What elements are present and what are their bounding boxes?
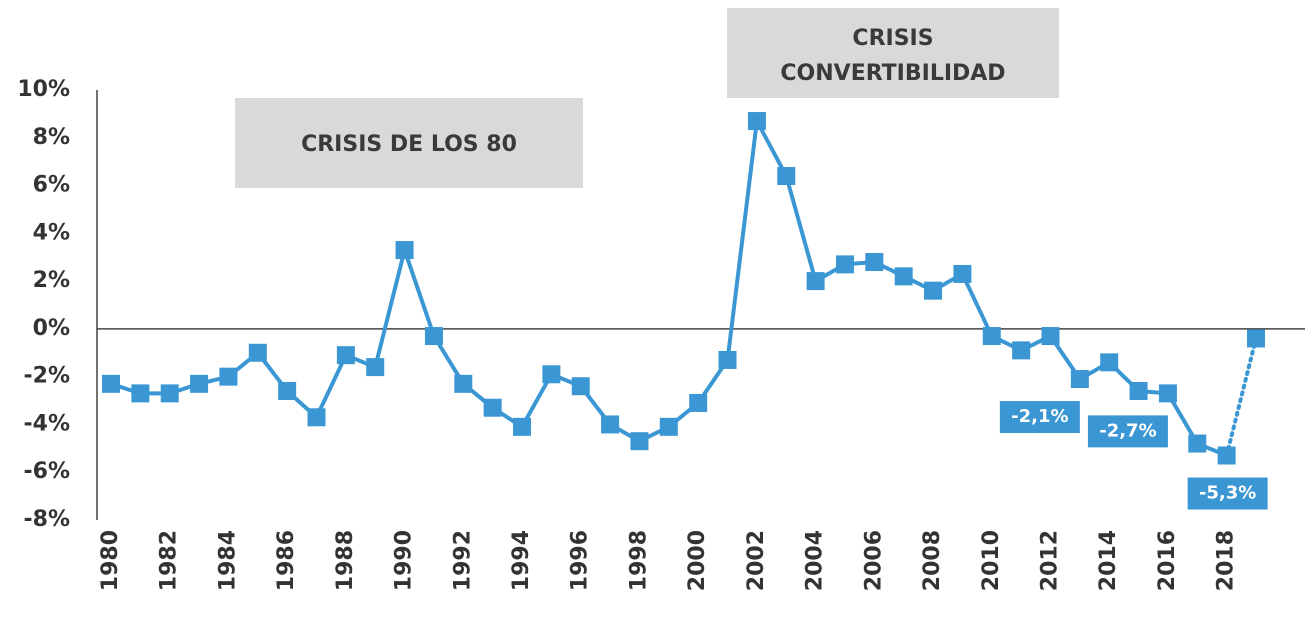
y-tick-label: 2% (33, 268, 70, 293)
x-tick-label: 2006 (861, 530, 886, 591)
y-tick-label: 8% (33, 125, 70, 150)
value-label-box (1087, 415, 1168, 448)
value-label: -2,7% (1099, 420, 1156, 441)
x-tick-label: 1998 (626, 530, 651, 591)
value-label: -2,1% (1011, 406, 1068, 427)
marker (982, 327, 1001, 346)
marker (278, 382, 297, 400)
marker (1070, 370, 1089, 389)
value-label-box (999, 401, 1080, 434)
annotation: CRISIS (852, 26, 933, 51)
y-tick-label: 10% (17, 77, 70, 102)
y-tick-label: 0% (33, 316, 70, 341)
marker (1012, 341, 1031, 360)
marker (1247, 329, 1265, 348)
y-tick-label: 4% (33, 220, 70, 245)
x-tick-label: 2016 (1155, 530, 1180, 591)
x-tick-label: 2000 (685, 530, 710, 591)
y-tick-label: -8% (24, 507, 70, 532)
x-tick-label: 1994 (509, 530, 534, 591)
marker (865, 253, 884, 271)
marker (806, 272, 825, 291)
marker (777, 167, 796, 185)
x-tick-label: 2014 (1096, 530, 1121, 591)
y-tick-label: 6% (33, 173, 70, 198)
marker (747, 112, 766, 131)
x-tick-label: 2010 (979, 530, 1004, 591)
marker (102, 374, 120, 393)
marker (395, 241, 414, 260)
marker (953, 264, 972, 283)
marker (659, 417, 678, 436)
x-tick-label: 1984 (215, 530, 240, 591)
y-tick-label: -4% (24, 411, 70, 436)
marker (336, 346, 355, 365)
marker (689, 393, 708, 412)
x-tick-label: 2012 (1037, 530, 1062, 591)
marker (424, 327, 443, 346)
marker (571, 377, 590, 396)
value-label-box (1187, 477, 1268, 510)
annotation-box (235, 98, 583, 188)
marker (1217, 446, 1236, 465)
marker (454, 374, 473, 393)
y-tick-label: -6% (24, 459, 70, 484)
annotation-box (727, 8, 1059, 98)
marker (894, 267, 913, 286)
x-tick-label: 1980 (98, 530, 123, 591)
marker (1129, 382, 1148, 400)
marker (1041, 327, 1060, 346)
dotted-segment (1224, 336, 1258, 458)
marker (835, 255, 854, 274)
marker (1100, 353, 1119, 372)
y-tick-label: -2% (24, 364, 70, 389)
x-tick-label: 2008 (920, 530, 945, 591)
x-tick-label: 1990 (392, 530, 417, 591)
marker (219, 367, 238, 386)
x-tick-label: 1992 (450, 530, 475, 591)
marker (542, 365, 561, 384)
marker (366, 358, 385, 377)
marker (160, 384, 179, 403)
annotation: CRISIS DE LOS 80 (301, 132, 517, 157)
marker (483, 398, 502, 417)
marker (513, 417, 532, 436)
marker (924, 281, 943, 300)
marker (601, 415, 620, 434)
marker (1158, 384, 1177, 403)
x-tick-label: 2004 (803, 530, 828, 591)
marker (190, 374, 209, 393)
marker (248, 343, 267, 362)
x-tick-label: 1982 (157, 530, 182, 591)
marker (1188, 434, 1207, 453)
marker (307, 408, 326, 427)
value-label: -5,3% (1199, 483, 1256, 504)
annotation: CONVERTIBILIDAD (780, 61, 1005, 86)
x-tick-label: 1996 (568, 530, 593, 591)
x-tick-label: 1988 (333, 530, 358, 591)
marker (630, 432, 649, 451)
marker (131, 384, 150, 403)
marker (718, 350, 737, 369)
x-tick-label: 1986 (274, 530, 299, 591)
x-tick-label: 2002 (744, 530, 769, 591)
x-tick-label: 2018 (1214, 530, 1239, 591)
